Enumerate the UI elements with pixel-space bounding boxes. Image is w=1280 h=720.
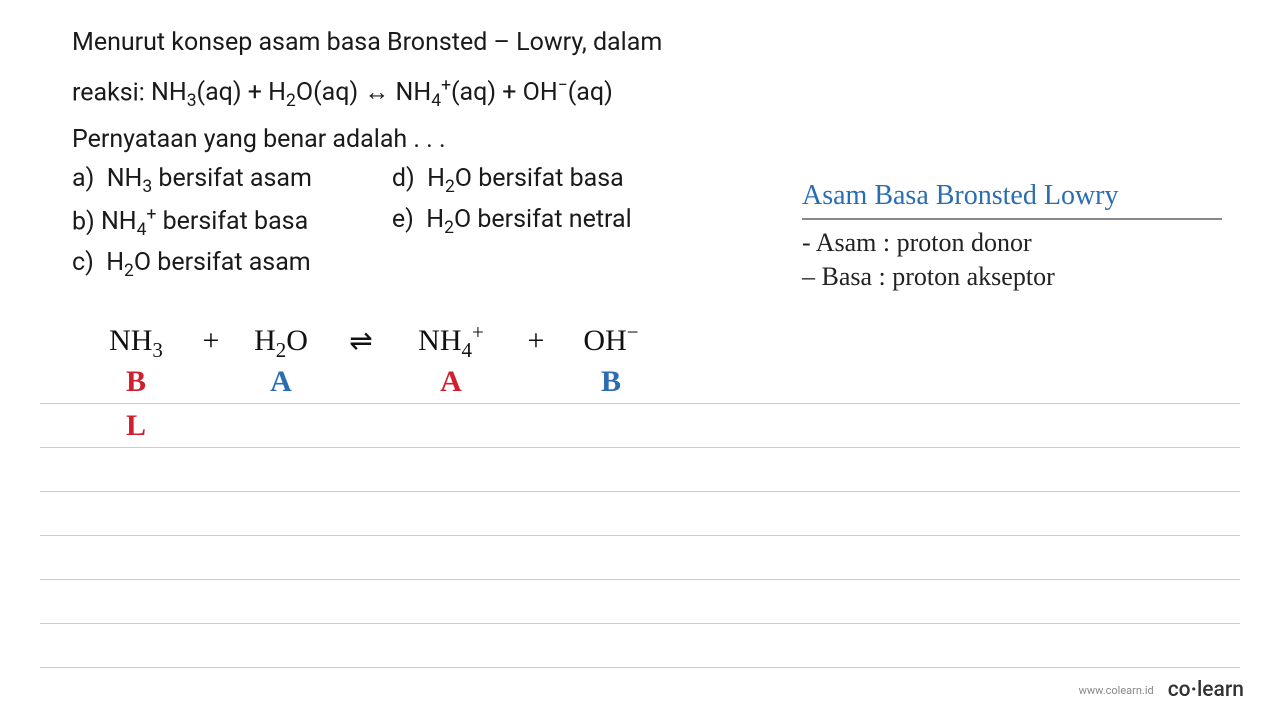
rule-2: L bbox=[40, 404, 1240, 448]
statement-line: Pernyataan yang benar adalah . . . bbox=[72, 125, 1208, 154]
label-nh3: B bbox=[86, 365, 186, 399]
options-column-2: d) H2O bersifat basa e) H2O bersifat net… bbox=[392, 164, 632, 281]
rule-3 bbox=[40, 448, 1240, 492]
label-oh: B bbox=[566, 365, 656, 399]
option-c: c) H2O bersifat asam bbox=[72, 248, 312, 281]
ruled-lines: B A A B L bbox=[40, 360, 1240, 668]
notes-title: Asam Basa Bronsted Lowry bbox=[802, 180, 1222, 212]
option-e: e) H2O bersifat netral bbox=[392, 205, 632, 238]
reaction-line: reaksi: NH3(aq) + H2O(aq) ↔ NH4+(aq) + O… bbox=[72, 76, 1208, 111]
rule-5 bbox=[40, 536, 1240, 580]
question-line-1: Menurut konsep asam basa Bronsted – Lowr… bbox=[72, 24, 1208, 62]
term-nh3: NH3 bbox=[86, 324, 186, 363]
rule-6 bbox=[40, 580, 1240, 624]
notes-line-basa: – Basa : proton akseptor bbox=[802, 262, 1222, 292]
reaction-formula: NH3(aq) + H2O(aq) ↔ NH4+(aq) + OH−(aq) bbox=[151, 78, 613, 107]
extra-mark: L bbox=[86, 409, 186, 443]
handwritten-notes: Asam Basa Bronsted Lowry - Asam : proton… bbox=[802, 180, 1222, 296]
notes-underline bbox=[802, 218, 1222, 220]
options-column-1: a) NH3 bersifat asam b) NH4+ bersifat ba… bbox=[72, 164, 312, 281]
label-row: B A A B bbox=[40, 360, 1240, 404]
rule-4 bbox=[40, 492, 1240, 536]
option-a: a) NH3 bersifat asam bbox=[72, 164, 312, 197]
footer-url: www.colearn.id bbox=[1079, 684, 1154, 697]
label-h2o: A bbox=[236, 365, 326, 399]
footer: www.colearn.id co·learn bbox=[1079, 678, 1244, 702]
extra-row: L bbox=[40, 404, 1240, 448]
option-d: d) H2O bersifat basa bbox=[392, 164, 632, 197]
term-plus2: + bbox=[506, 324, 566, 358]
reaction-prefix: reaksi: bbox=[72, 78, 151, 107]
term-arrow: ⇌ bbox=[326, 324, 396, 358]
term-oh: OH− bbox=[566, 320, 656, 358]
rule-7 bbox=[40, 624, 1240, 668]
option-b: b) NH4+ bersifat basa bbox=[72, 205, 312, 240]
notes-line-asam: - Asam : proton donor bbox=[802, 228, 1222, 258]
term-plus1: + bbox=[186, 324, 236, 358]
footer-logo: co·learn bbox=[1168, 678, 1244, 702]
label-nh4: A bbox=[396, 365, 506, 399]
term-h2o: H2O bbox=[236, 324, 326, 363]
term-nh4: NH4+ bbox=[396, 320, 506, 363]
rule-1: B A A B bbox=[40, 360, 1240, 404]
